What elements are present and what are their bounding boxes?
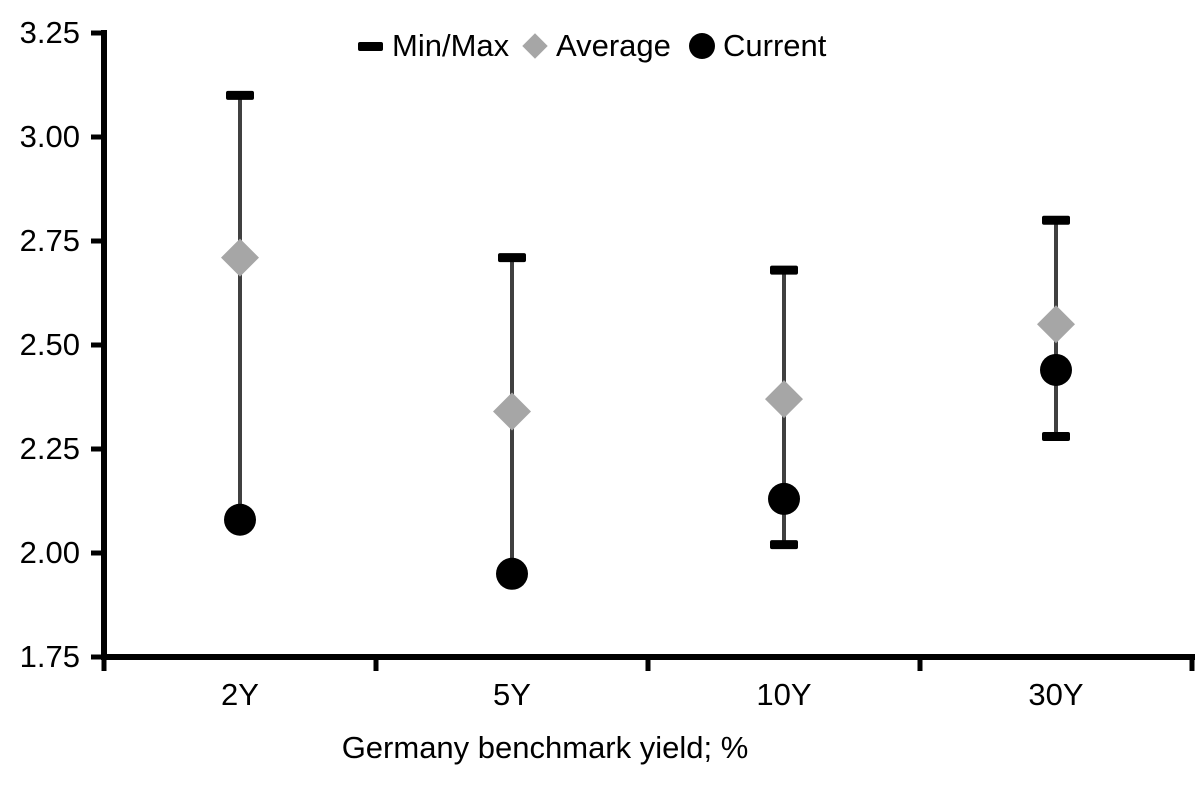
y-tick-label-3.00: 3.00	[19, 119, 80, 154]
legend-label-average: Average	[556, 28, 671, 63]
minmax-dash-icon	[358, 41, 383, 51]
average-marker-2Y	[221, 238, 259, 277]
y-tick-label-3.25: 3.25	[19, 15, 80, 50]
chart-legend: Min/Max Average Current	[0, 0, 1200, 70]
current-marker-30Y	[1040, 353, 1072, 386]
y-tick-label-2.75: 2.75	[19, 223, 80, 258]
legend-item-average: Average	[522, 28, 671, 64]
y-tick-label-2.25: 2.25	[19, 431, 80, 466]
average-diamond-icon	[522, 33, 548, 59]
current-marker-2Y	[224, 503, 256, 536]
legend-label-current: Current	[723, 28, 827, 63]
current-marker-5Y	[496, 557, 528, 590]
average-marker-10Y	[765, 380, 803, 419]
legend-item-current: Current	[689, 28, 826, 64]
legend-item-minmax: Min/Max	[358, 28, 509, 64]
max-cap-10Y	[770, 265, 798, 275]
max-cap-2Y	[226, 90, 254, 100]
max-cap-5Y	[498, 253, 526, 263]
min-cap-10Y	[770, 540, 798, 550]
x-axis-title: Germany benchmark yield; %	[341, 730, 749, 765]
current-circle-icon	[689, 33, 715, 59]
category-label-5Y: 5Y	[493, 677, 531, 712]
category-label-10Y: 10Y	[756, 677, 812, 712]
min-cap-30Y	[1042, 432, 1070, 442]
y-tick-label-1.75: 1.75	[19, 639, 80, 674]
legend-label-minmax: Min/Max	[392, 28, 510, 63]
current-marker-10Y	[768, 482, 800, 515]
average-marker-30Y	[1037, 305, 1075, 344]
y-tick-label-2.00: 2.00	[19, 535, 80, 570]
max-cap-30Y	[1042, 215, 1070, 225]
category-label-2Y: 2Y	[221, 677, 259, 712]
average-marker-5Y	[493, 392, 531, 431]
category-label-30Y: 30Y	[1028, 677, 1084, 712]
y-tick-label-2.50: 2.50	[19, 327, 80, 362]
